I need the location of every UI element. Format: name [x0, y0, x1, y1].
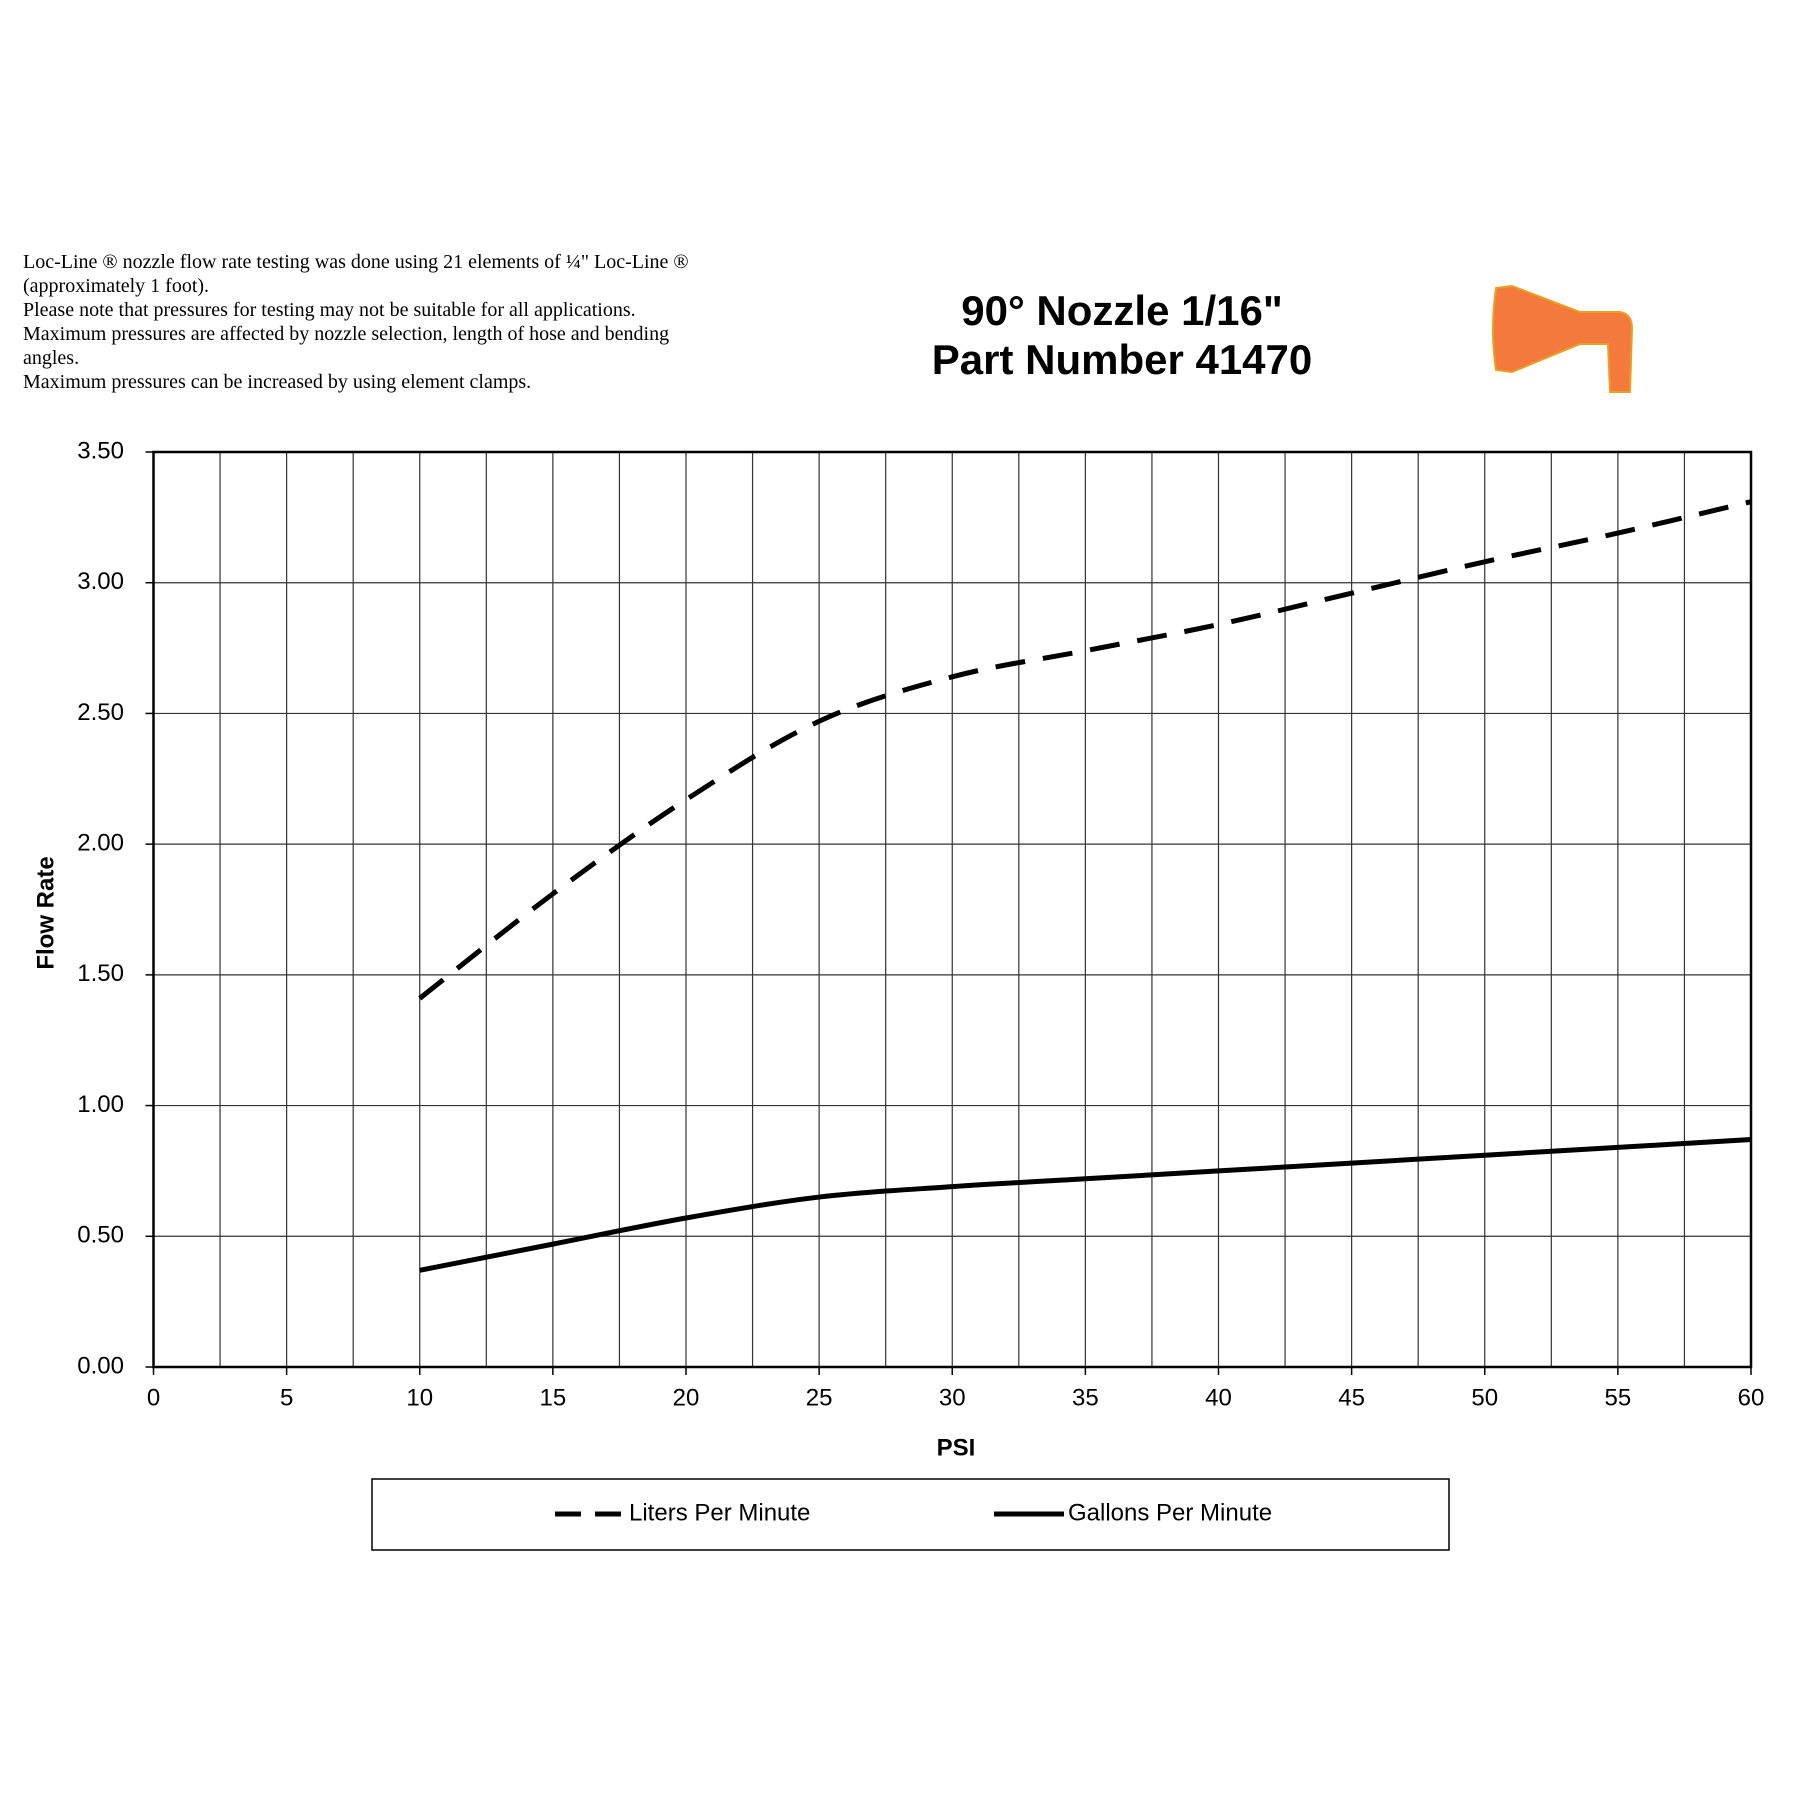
note: Maximum pressures are affected by nozzle…: [23, 323, 670, 369]
legend-box: [371, 1478, 1450, 1551]
x-tick-label: 35: [1072, 1384, 1099, 1411]
y-tick-label: 3.00: [77, 568, 124, 595]
x-tick-label: 15: [540, 1384, 567, 1411]
y-axis-label: Flow Rate: [32, 856, 59, 969]
x-tick-label: 5: [280, 1384, 293, 1411]
x-tick-label: 20: [673, 1384, 700, 1411]
series-line: [419, 1137, 1752, 1273]
plot-frame: [152, 450, 1753, 1369]
x-tick-label: 30: [939, 1384, 966, 1411]
y-tick-label: 0.00: [77, 1352, 124, 1379]
chart-title: 90° Nozzle 1/16": [961, 287, 1283, 334]
y-tick-label: 2.50: [77, 699, 124, 726]
x-tick-label: 10: [406, 1384, 433, 1411]
series-line: [418, 499, 1752, 1001]
y-tick-label: 2.00: [77, 829, 124, 856]
y-tick-label: 0.50: [77, 1222, 124, 1249]
x-tick-label: 25: [806, 1384, 833, 1411]
x-tick-label: 0: [147, 1384, 160, 1411]
x-tick-label: 55: [1605, 1384, 1632, 1411]
note: Maximum pressures can be increased by us…: [23, 371, 532, 393]
x-axis-label: PSI: [937, 1434, 976, 1461]
note: Loc-Line ® nozzle flow rate testing was …: [23, 251, 689, 297]
y-tick-label: 3.50: [77, 437, 124, 464]
x-tick-label: 50: [1471, 1384, 1498, 1411]
note: Please note that pressures for testing m…: [23, 299, 636, 321]
y-tick-label: 1.00: [77, 1091, 124, 1118]
nozzle-icon: [1492, 284, 1634, 393]
legend-label: Liters Per Minute: [629, 1499, 810, 1526]
chart-title: Part Number 41470: [932, 336, 1313, 383]
x-tick-label: 40: [1205, 1384, 1232, 1411]
legend-label: Gallons Per Minute: [1068, 1499, 1272, 1526]
y-tick-label: 1.50: [77, 960, 124, 987]
x-tick-label: 45: [1338, 1384, 1365, 1411]
notes: Loc-Line ® nozzle flow rate testing was …: [23, 250, 723, 394]
x-tick-label: 60: [1738, 1384, 1765, 1411]
